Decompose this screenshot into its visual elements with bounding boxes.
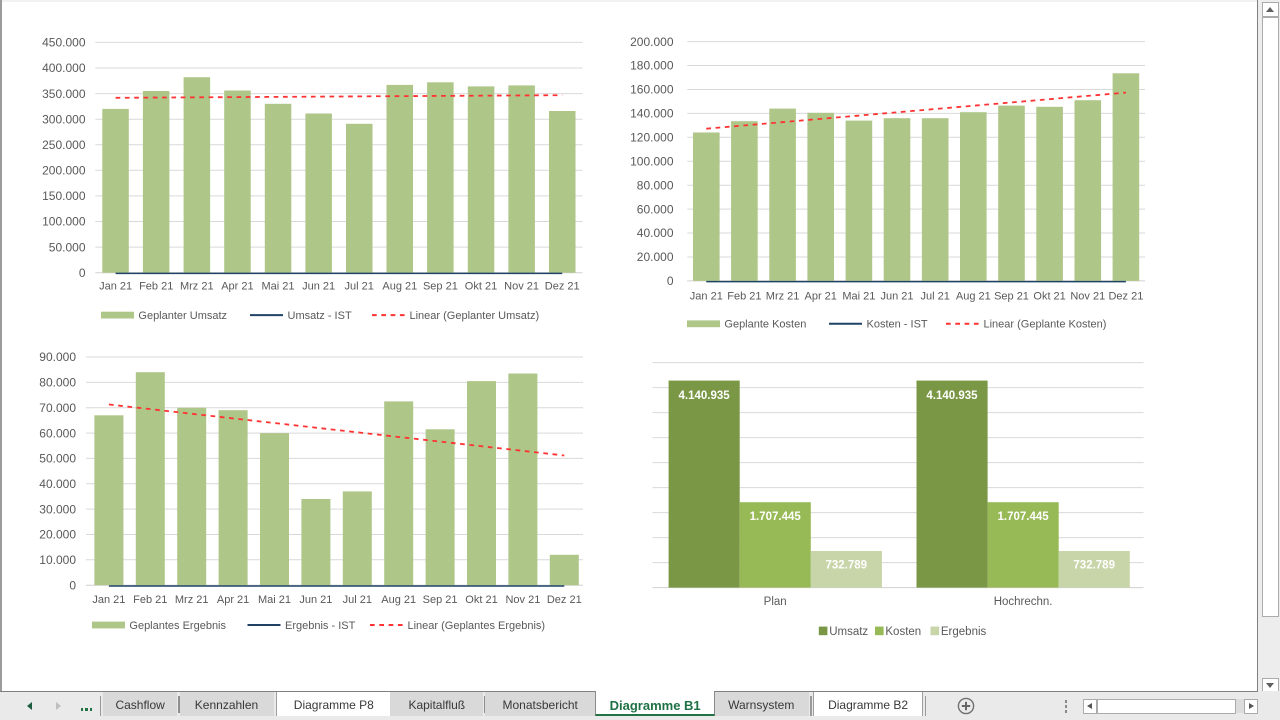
svg-text:40.000: 40.000 [39,477,76,491]
svg-text:Mrz 21: Mrz 21 [175,594,209,606]
svg-text:Nov 21: Nov 21 [505,594,540,606]
svg-text:Linear (Geplantes Ergebnis): Linear (Geplantes Ergebnis) [408,620,546,632]
svg-text:Sep 21: Sep 21 [423,280,458,292]
svg-text:4.140.935: 4.140.935 [926,390,978,402]
svg-text:200.000: 200.000 [630,35,674,49]
svg-text:100.000: 100.000 [630,154,674,168]
svg-text:Geplantes Ergebnis: Geplantes Ergebnis [129,620,226,632]
svg-text:Mai 21: Mai 21 [842,291,875,303]
svg-text:Nov 21: Nov 21 [1070,291,1105,303]
svg-text:1.707.445: 1.707.445 [750,511,802,523]
svg-text:Dez 21: Dez 21 [545,280,580,292]
svg-text:160.000: 160.000 [630,83,674,97]
svg-text:Jul 21: Jul 21 [921,291,950,303]
svg-text:50.000: 50.000 [39,452,76,466]
svg-text:90.000: 90.000 [39,350,76,364]
svg-text:0: 0 [79,266,86,280]
svg-text:180.000: 180.000 [630,59,674,73]
svg-text:150.000: 150.000 [42,189,86,203]
svg-text:200.000: 200.000 [42,164,86,178]
svg-text:0: 0 [69,578,76,592]
svg-text:Ergebnis: Ergebnis [941,626,987,638]
svg-text:40.000: 40.000 [637,226,674,240]
svg-text:350.000: 350.000 [42,87,86,101]
svg-text:Jul 21: Jul 21 [345,280,374,292]
svg-text:30.000: 30.000 [39,502,76,516]
svg-text:70.000: 70.000 [39,401,76,415]
svg-text:Jul 21: Jul 21 [343,594,372,606]
svg-text:Sep 21: Sep 21 [994,291,1029,303]
svg-text:Umsatz - IST: Umsatz - IST [288,310,352,322]
svg-text:20.000: 20.000 [637,250,674,264]
svg-text:4.140.935: 4.140.935 [679,390,731,402]
svg-text:100.000: 100.000 [42,215,86,229]
svg-text:Aug 21: Aug 21 [381,594,416,606]
svg-text:Mai 21: Mai 21 [261,280,294,292]
svg-text:Mrz 21: Mrz 21 [180,280,214,292]
svg-text:Apr 21: Apr 21 [217,594,249,606]
svg-text:400.000: 400.000 [42,61,86,75]
svg-text:Aug 21: Aug 21 [382,280,417,292]
svg-text:300.000: 300.000 [42,112,86,126]
svg-text:Sep 21: Sep 21 [423,594,458,606]
svg-text:60.000: 60.000 [39,426,76,440]
svg-text:Feb 21: Feb 21 [727,291,761,303]
svg-text:Jan 21: Jan 21 [92,594,125,606]
svg-text:Aug 21: Aug 21 [956,291,991,303]
svg-text:450.000: 450.000 [42,36,86,50]
svg-text:Jan 21: Jan 21 [99,280,132,292]
svg-text:Okt 21: Okt 21 [465,280,497,292]
svg-text:60.000: 60.000 [637,202,674,216]
svg-text:Apr 21: Apr 21 [804,291,836,303]
svg-text:50.000: 50.000 [49,240,86,254]
svg-text:Linear (Geplante Kosten): Linear (Geplante Kosten) [984,319,1107,331]
svg-text:80.000: 80.000 [39,376,76,390]
svg-text:Mai 21: Mai 21 [258,594,291,606]
svg-text:Plan: Plan [764,596,787,608]
svg-text:1.707.445: 1.707.445 [998,511,1050,523]
svg-text:Geplanter Umsatz: Geplanter Umsatz [138,310,227,322]
svg-text:80.000: 80.000 [637,178,674,192]
svg-text:732.789: 732.789 [826,560,868,572]
svg-text:Jun 21: Jun 21 [302,280,335,292]
svg-text:Mrz 21: Mrz 21 [766,291,800,303]
svg-text:Hochrechn.: Hochrechn. [994,596,1053,608]
svg-text:10.000: 10.000 [39,553,76,567]
svg-text:Dez 21: Dez 21 [547,594,582,606]
svg-text:Feb 21: Feb 21 [139,280,173,292]
svg-text:732.789: 732.789 [1073,560,1115,572]
svg-text:Umsatz: Umsatz [829,626,868,638]
svg-text:Jun 21: Jun 21 [299,594,332,606]
svg-text:Apr 21: Apr 21 [221,280,253,292]
svg-text:140.000: 140.000 [630,107,674,121]
svg-text:250.000: 250.000 [42,138,86,152]
svg-text:Okt 21: Okt 21 [465,594,497,606]
svg-text:Okt 21: Okt 21 [1033,291,1065,303]
svg-text:Jan 21: Jan 21 [690,291,723,303]
svg-text:Jun 21: Jun 21 [880,291,913,303]
svg-text:Nov 21: Nov 21 [504,280,539,292]
svg-text:Ergebnis - IST: Ergebnis - IST [285,620,356,632]
svg-text:Kosten - IST: Kosten - IST [867,319,928,331]
svg-text:Kosten: Kosten [885,626,921,638]
svg-text:Feb 21: Feb 21 [133,594,167,606]
svg-text:Geplante Kosten: Geplante Kosten [724,319,806,331]
svg-text:Linear (Geplanter Umsatz): Linear (Geplanter Umsatz) [410,310,540,322]
svg-text:120.000: 120.000 [630,131,674,145]
svg-text:0: 0 [667,274,674,288]
svg-text:20.000: 20.000 [39,528,76,542]
svg-text:Dez 21: Dez 21 [1108,291,1143,303]
